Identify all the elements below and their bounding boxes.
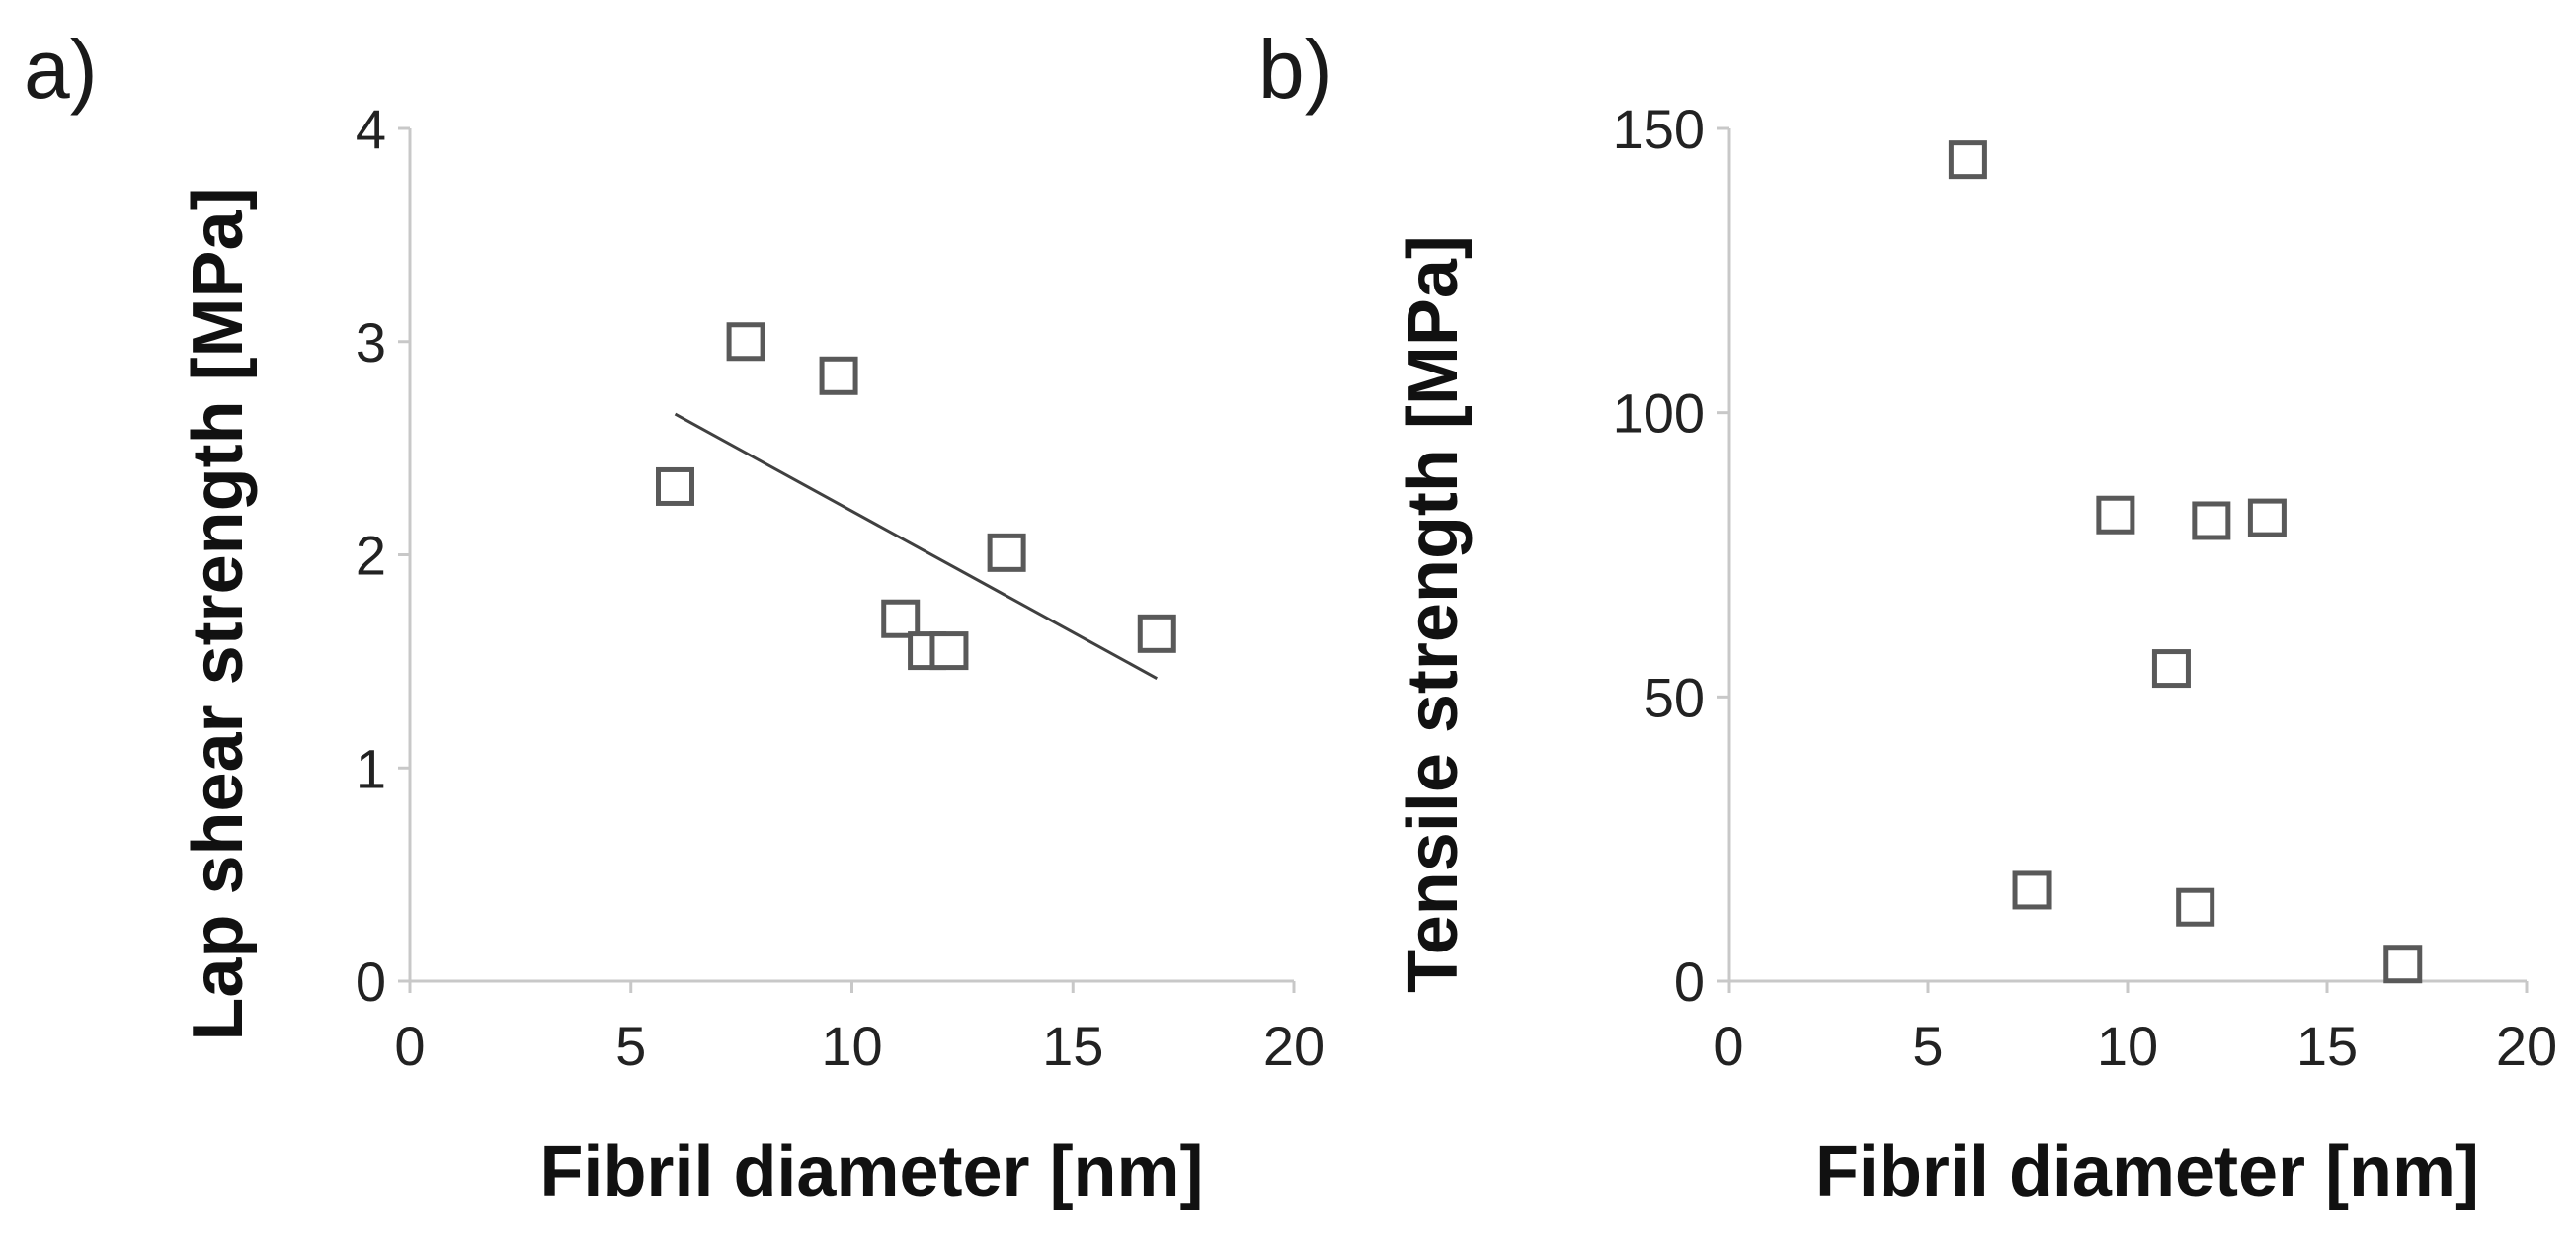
y-tick-label: 100	[1613, 382, 1705, 445]
x-tick-label: 15	[1042, 1015, 1103, 1077]
data-point	[987, 533, 1026, 572]
data-point	[1137, 614, 1176, 653]
x-tick-label: 0	[394, 1015, 425, 1077]
x-tick-label: 20	[1263, 1015, 1325, 1077]
data-point	[2247, 498, 2287, 537]
data-point	[656, 466, 694, 506]
chart-b: 0 50 100 150 0 5 10 15 20 Fibril diameter [nm] Ten…	[1394, 98, 2557, 1211]
y-tick-label: 1	[356, 737, 386, 799]
data-point	[726, 322, 765, 362]
panel-b: b) 0 50 100 150 0 5 10 15 20 Fibril diameter [nm]…	[1235, 0, 2576, 1240]
data-point	[929, 631, 969, 671]
data-point	[1948, 140, 1987, 180]
y-tick-label: 3	[356, 311, 386, 373]
x-tick-label: 5	[1912, 1015, 1943, 1077]
x-tick-label: 0	[1713, 1015, 1743, 1077]
y-axis-title: Lap shear strength [MPa]	[179, 187, 258, 1040]
data-point	[881, 599, 921, 638]
data-point	[2151, 649, 2191, 689]
panel-a: a) 0 1 2 3 4 0 5 10 15 20 Fibril diameter [nm] Lap …	[0, 0, 1325, 1240]
data-point	[2096, 495, 2135, 535]
x-axis-title: Fibril diameter [nm]	[539, 1132, 1203, 1211]
y-axis-title: Tensile strength [MPa]	[1394, 235, 1473, 993]
y-tick-label: 0	[356, 951, 386, 1013]
y-tick-label: 4	[356, 98, 386, 160]
y-tick-label: 2	[356, 525, 386, 587]
x-axis-title: Fibril diameter [nm]	[1815, 1132, 2479, 1211]
chart-a: 0 1 2 3 4 0 5 10 15 20 Fibril diameter [nm] Lap she…	[179, 98, 1325, 1211]
x-tick-label: 10	[2097, 1015, 2158, 1077]
x-tick-label: 20	[2496, 1015, 2557, 1077]
y-tick-label: 50	[1644, 666, 1705, 728]
x-tick-label: 15	[2296, 1015, 2358, 1077]
panel-label-b: b)	[1258, 23, 1332, 116]
data-point	[2192, 501, 2231, 540]
trendline	[674, 412, 1158, 680]
data-point	[2383, 945, 2423, 984]
y-tick-label: 150	[1613, 98, 1705, 160]
panel-label-a: a)	[24, 23, 98, 116]
x-tick-label: 10	[821, 1015, 882, 1077]
data-point	[2176, 887, 2215, 927]
y-tick-label: 0	[1674, 951, 1705, 1013]
x-tick-label: 5	[615, 1015, 646, 1077]
data-point	[819, 356, 858, 395]
data-point	[2012, 870, 2052, 910]
